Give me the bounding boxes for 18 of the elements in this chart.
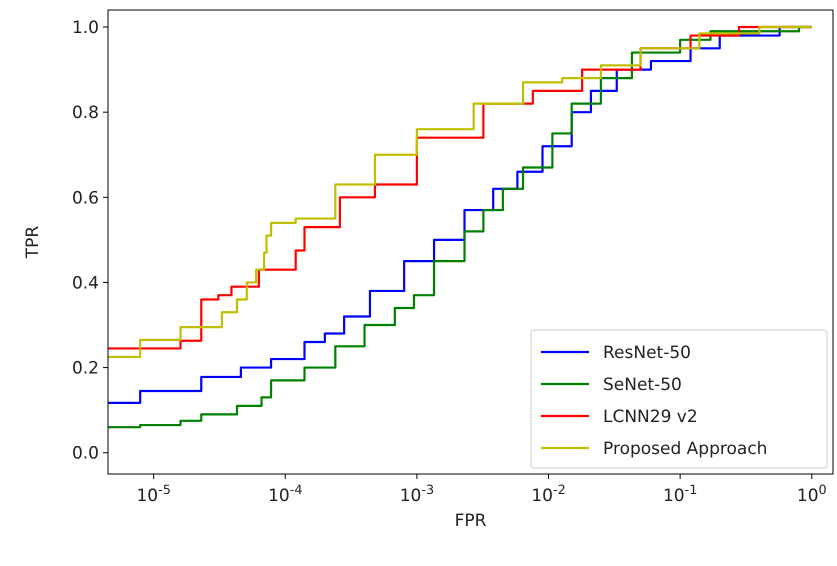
legend-label: ResNet-50 [603, 342, 691, 363]
x-tick-label: 10$^{-3}$ [400, 482, 434, 506]
x-tick-label: 10$^{0}$ [796, 482, 827, 506]
x-tick-label: 10$^{-2}$ [531, 482, 566, 506]
y-tick-label: 0.0 [72, 444, 99, 464]
legend-label: Proposed Approach [603, 438, 768, 459]
x-axis-title: FPR [454, 511, 487, 531]
x-tick-label: 10$^{-4}$ [268, 482, 302, 506]
y-tick-label: 0.2 [72, 358, 99, 379]
y-axis-title: TPR [23, 226, 43, 260]
y-tick-label: 1.0 [72, 18, 99, 38]
y-tick-label: 0.4 [72, 273, 99, 294]
x-tick-label: 10$^{-5}$ [136, 482, 171, 506]
legend-label: LCNN29 v2 [603, 406, 698, 427]
legend-label: SeNet-50 [603, 374, 682, 395]
y-tick-label: 0.8 [72, 103, 99, 124]
y-tick-label: 0.6 [72, 188, 99, 208]
x-tick-label: 10$^{-1}$ [662, 482, 698, 506]
